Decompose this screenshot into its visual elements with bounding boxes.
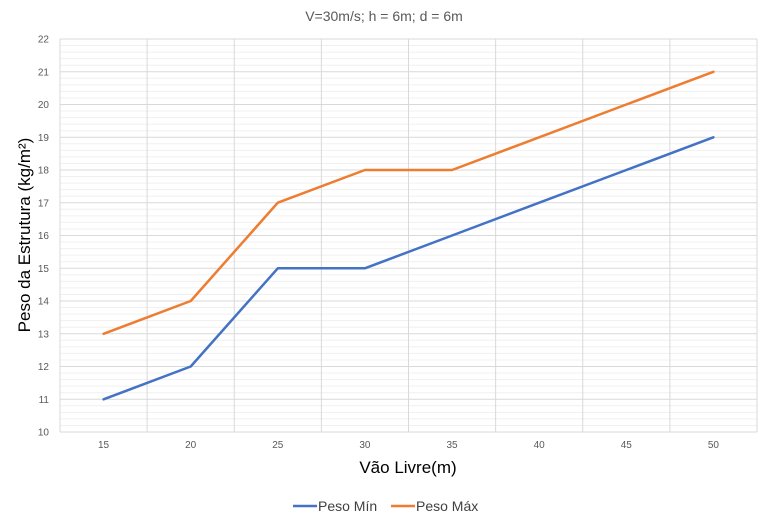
legend: Peso Mín Peso Máx — [293, 498, 478, 514]
y-tick-label: 18 — [38, 166, 50, 177]
y-axis-title: Peso da Estrutura (kg/m²) — [15, 138, 34, 333]
x-tick-label: 20 — [185, 440, 197, 451]
x-axis-title: Vão Livre(m) — [359, 458, 456, 477]
x-tick-label: 35 — [447, 440, 459, 451]
legend-label: Peso Mín — [318, 498, 377, 514]
series-line-min — [102, 136, 715, 401]
x-tick-label: 50 — [708, 440, 720, 451]
y-tick-label: 14 — [38, 297, 50, 308]
x-tick-labels: 15 20 25 30 35 40 45 50 — [98, 440, 719, 451]
y-tick-label: 20 — [38, 100, 50, 111]
y-tick-label: 13 — [38, 329, 50, 340]
series-line-max — [102, 70, 715, 336]
y-tick-label: 12 — [38, 362, 50, 373]
y-tick-label: 21 — [38, 67, 50, 78]
x-tick-label: 30 — [359, 440, 371, 451]
chart-title: V=30m/s; h = 6m; d = 6m — [305, 8, 463, 24]
y-tick-label: 16 — [38, 231, 50, 242]
y-tick-label: 19 — [38, 133, 50, 144]
x-tick-label: 40 — [534, 440, 546, 451]
y-tick-label: 15 — [38, 264, 50, 275]
y-tick-label: 11 — [39, 395, 50, 406]
y-tick-label: 22 — [38, 35, 50, 46]
series-lines — [102, 70, 715, 401]
y-tick-labels: 10 11 12 13 14 15 16 17 18 19 20 21 22 — [38, 35, 50, 439]
y-tick-label: 10 — [38, 428, 50, 439]
y-tick-label: 17 — [38, 198, 50, 209]
legend-label: Peso Máx — [416, 498, 478, 514]
x-tick-label: 45 — [621, 440, 633, 451]
grid — [59, 38, 758, 433]
x-tick-label: 15 — [98, 440, 110, 451]
x-tick-label: 25 — [272, 440, 284, 451]
